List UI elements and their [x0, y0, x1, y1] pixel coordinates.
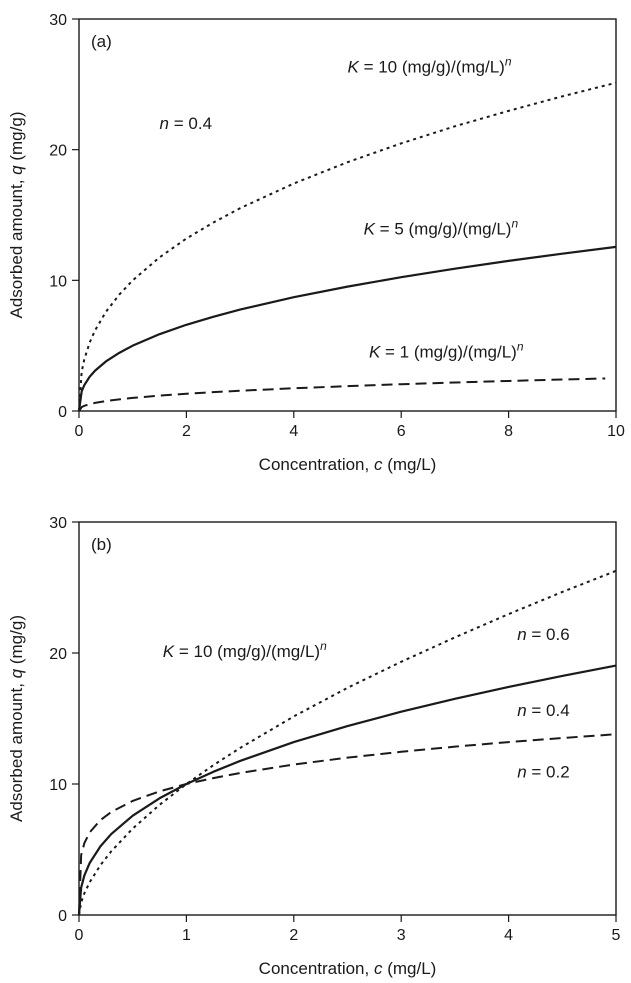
- plot-frame: [78, 18, 617, 412]
- y-tick-label: 20: [49, 646, 67, 663]
- y-axis-label: Adsorbed amount, q (mg/g): [7, 112, 26, 319]
- x-axis-label: Concentration, c (mg/L): [259, 455, 437, 474]
- y-tick-label: 30: [49, 515, 67, 532]
- panel-label: (b): [91, 535, 112, 554]
- series-line-solid: [77, 245, 617, 412]
- panel-label: (a): [91, 32, 112, 51]
- series-line-dotted: [78, 81, 617, 412]
- y-axis-label: Adsorbed amount, q (mg/g): [7, 615, 26, 822]
- x-tick-label: 1: [182, 927, 191, 944]
- x-tick-label: 4: [289, 423, 298, 440]
- x-tick-label: 2: [289, 927, 298, 944]
- y-tick-label: 0: [58, 908, 67, 925]
- x-tick-label: 6: [397, 423, 406, 440]
- curve-annotation: K = 10 (mg/g)/(mg/L)n: [348, 55, 512, 77]
- curve-annotation: K = 10 (mg/g)/(mg/L)n: [163, 639, 327, 661]
- curve-annotation: n = 0.4: [517, 701, 569, 720]
- x-tick-label: 3: [397, 927, 406, 944]
- curve-annotation: n = 0.6: [517, 625, 569, 644]
- x-tick-label: 5: [612, 927, 621, 944]
- x-axis-label: Concentration, c (mg/L): [259, 959, 437, 978]
- curve-annotation: K = 1 (mg/g)/(mg/L)n: [369, 339, 524, 361]
- curve-annotation: n = 0.4: [160, 114, 212, 133]
- y-tick-label: 20: [49, 143, 67, 160]
- chart-panel-b: 0 1 2 3 4 5 0 10 20 30 Concentration, c (mg/L) Adso…: [7, 515, 621, 978]
- series-line-dashed: [78, 377, 606, 412]
- series-line-dashed: [78, 733, 617, 916]
- curve-annotation: K = 5 (mg/g)/(mg/L)n: [364, 217, 519, 239]
- curve-annotation: n = 0.2: [517, 762, 569, 781]
- y-tick-label: 10: [49, 777, 67, 794]
- x-tick-label: 4: [504, 927, 513, 944]
- x-tick-label: 2: [182, 423, 191, 440]
- series-line-solid: [77, 664, 617, 916]
- y-tick-label: 0: [58, 404, 67, 421]
- series-line-dotted: [78, 569, 617, 916]
- y-tick-label: 10: [49, 273, 67, 290]
- x-tick-label: 10: [607, 423, 625, 440]
- x-tick-label: 0: [75, 423, 84, 440]
- y-tick-label: 30: [49, 12, 67, 29]
- x-tick-label: 0: [75, 927, 84, 944]
- chart-panel-a: 0 2 4 6 8 10 0 10 20 30 Concentration, c (mg/L) Ads…: [7, 12, 625, 474]
- x-tick-label: 8: [504, 423, 513, 440]
- plot-frame: [78, 521, 617, 916]
